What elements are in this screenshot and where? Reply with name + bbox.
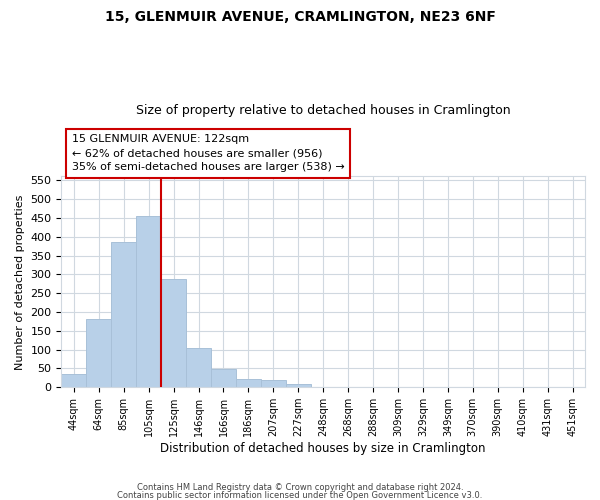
Text: 15, GLENMUIR AVENUE, CRAMLINGTON, NE23 6NF: 15, GLENMUIR AVENUE, CRAMLINGTON, NE23 6… [104, 10, 496, 24]
Title: Size of property relative to detached houses in Cramlington: Size of property relative to detached ho… [136, 104, 511, 117]
Bar [186, 348, 211, 387]
Bar [136, 216, 161, 387]
Y-axis label: Number of detached properties: Number of detached properties [15, 194, 25, 370]
Text: 15 GLENMUIR AVENUE: 122sqm
← 62% of detached houses are smaller (956)
35% of sem: 15 GLENMUIR AVENUE: 122sqm ← 62% of deta… [72, 134, 344, 172]
Bar [286, 384, 311, 387]
Bar [261, 380, 286, 387]
Bar [236, 378, 261, 387]
Bar [86, 318, 111, 387]
Text: Contains public sector information licensed under the Open Government Licence v3: Contains public sector information licen… [118, 490, 482, 500]
Bar [61, 374, 86, 387]
Text: Contains HM Land Registry data © Crown copyright and database right 2024.: Contains HM Land Registry data © Crown c… [137, 484, 463, 492]
X-axis label: Distribution of detached houses by size in Cramlington: Distribution of detached houses by size … [160, 442, 486, 455]
Bar [161, 279, 186, 387]
Bar [211, 369, 236, 387]
Bar [111, 242, 136, 387]
